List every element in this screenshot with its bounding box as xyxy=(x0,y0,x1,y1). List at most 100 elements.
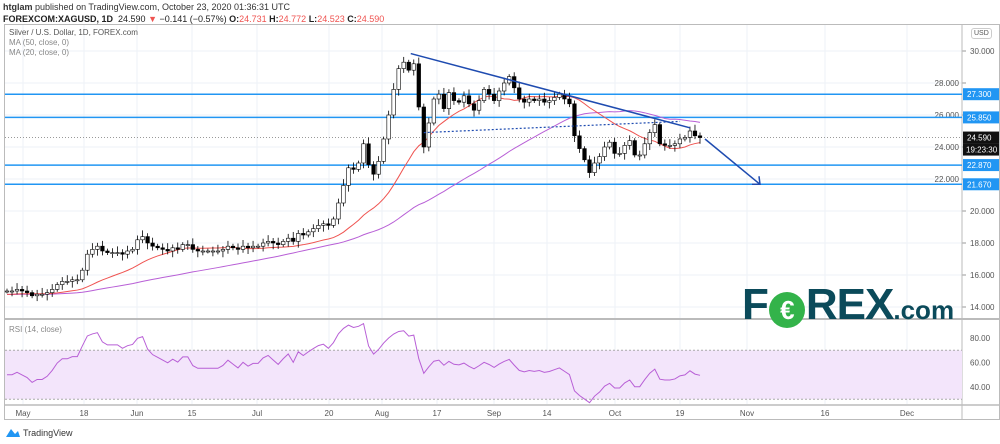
candle xyxy=(522,98,527,103)
ma50-line xyxy=(6,110,701,296)
time-axis-label: 14 xyxy=(543,409,552,418)
high-value: 24.772 xyxy=(278,14,307,24)
candle xyxy=(225,245,231,250)
candle xyxy=(170,247,175,252)
countdown-tag xyxy=(963,143,999,156)
candle xyxy=(250,245,256,249)
last-price: 24.590 xyxy=(118,14,146,24)
candle xyxy=(311,228,316,233)
candle xyxy=(19,289,25,292)
candle xyxy=(50,289,55,293)
open-value: 24.731 xyxy=(239,14,267,24)
candle xyxy=(321,223,326,226)
candle xyxy=(386,114,391,140)
candle xyxy=(306,231,311,236)
candle xyxy=(255,245,261,248)
candle xyxy=(125,250,130,255)
price-axis-label: 16.000 xyxy=(970,271,995,280)
candle xyxy=(677,138,683,145)
candle xyxy=(266,241,271,244)
candle xyxy=(567,98,572,105)
candle xyxy=(155,245,160,249)
candle xyxy=(75,279,80,282)
time-axis-label: Sep xyxy=(487,409,502,418)
forex-logo: F € REX .com xyxy=(742,280,955,329)
candle xyxy=(145,236,150,244)
ma20-line xyxy=(6,95,701,295)
candle xyxy=(281,241,286,245)
time-axis-label: Jul xyxy=(252,409,262,418)
low-value: 24.523 xyxy=(317,14,345,24)
candle xyxy=(356,162,361,170)
candle xyxy=(486,89,492,95)
level-label: 22.870 xyxy=(967,161,992,170)
candle xyxy=(230,245,236,249)
candle xyxy=(632,140,637,156)
candle xyxy=(572,103,577,137)
candle xyxy=(446,92,452,109)
candle xyxy=(105,250,110,253)
candle xyxy=(492,93,497,101)
candle xyxy=(527,98,532,103)
candle xyxy=(376,161,381,175)
countdown-label: 19:23:30 xyxy=(966,146,998,155)
symbol: FOREXCOM:XAGUSD, 1D xyxy=(3,14,114,24)
candle xyxy=(205,250,210,253)
candle xyxy=(552,97,557,101)
candle xyxy=(195,249,200,252)
time-axis-label: 19 xyxy=(676,409,685,418)
candle xyxy=(687,130,693,138)
candle xyxy=(577,135,582,149)
candle xyxy=(476,100,482,111)
candle xyxy=(120,252,125,255)
currency-badge[interactable]: USD xyxy=(971,28,992,39)
candle xyxy=(612,141,617,154)
candle xyxy=(276,242,281,245)
candle xyxy=(346,167,351,186)
level-tag xyxy=(963,159,999,172)
candle xyxy=(331,218,336,226)
candle xyxy=(210,250,215,253)
candle xyxy=(245,245,251,249)
candle xyxy=(14,289,20,292)
candle xyxy=(220,249,226,252)
trendline xyxy=(410,52,691,129)
candle xyxy=(441,93,446,109)
candle xyxy=(336,202,341,220)
legend-ma50: MA (50, close, 0) xyxy=(9,38,70,47)
candle xyxy=(532,98,537,101)
candle xyxy=(517,87,522,100)
candle xyxy=(110,252,115,254)
candle xyxy=(411,63,416,71)
time-axis-label: 17 xyxy=(433,409,442,418)
candle xyxy=(180,244,185,250)
candle xyxy=(597,156,602,164)
rsi-axis-label: 40.00 xyxy=(970,383,991,392)
legend-rsi: RSI (14, close) xyxy=(9,325,62,334)
candle xyxy=(547,100,552,103)
candle xyxy=(627,140,632,146)
candle xyxy=(65,281,70,283)
candle xyxy=(431,98,436,124)
candle xyxy=(70,279,75,282)
candle xyxy=(537,98,542,101)
rsi-band xyxy=(5,350,962,400)
candle xyxy=(697,135,703,138)
candle xyxy=(215,250,221,253)
author[interactable]: htglam xyxy=(3,2,33,12)
candle xyxy=(607,141,612,148)
candle xyxy=(165,249,170,252)
candle xyxy=(667,145,672,147)
dotted-trendline xyxy=(423,120,680,134)
candle xyxy=(662,143,667,146)
candle xyxy=(361,143,366,164)
legend-ma20: MA (20, close, 0) xyxy=(9,48,70,57)
time-axis-label: Nov xyxy=(740,409,754,418)
candle xyxy=(55,284,60,290)
level-label: 27.300 xyxy=(967,90,992,99)
rsi-axis-label: 80.00 xyxy=(970,334,991,343)
level-label: 21.670 xyxy=(967,180,992,189)
candle xyxy=(115,252,120,254)
time-axis-label: 16 xyxy=(821,409,830,418)
